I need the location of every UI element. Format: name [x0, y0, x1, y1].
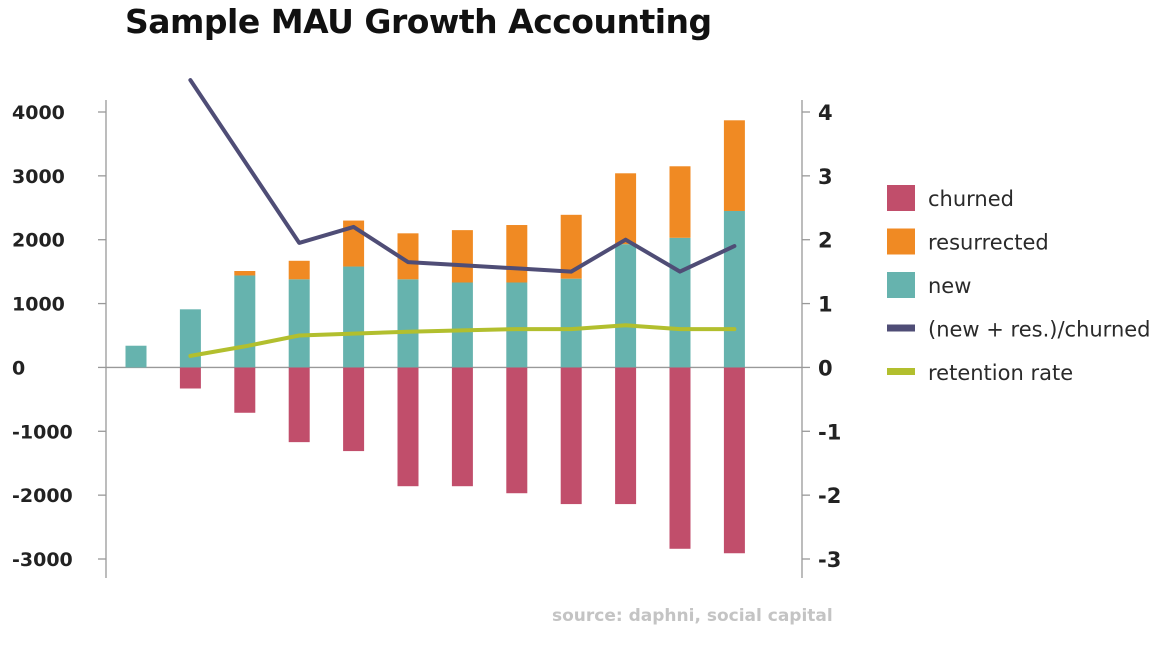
chart-axes: 4000 3000 2000 1000 0 -1000 -2000 -3000 4 3 2 1 0 -1 -…: [12, 100, 841, 578]
left-tick-label: 1000: [12, 294, 65, 316]
bar-new: [288, 279, 310, 368]
right-tick-label: 1: [818, 293, 833, 317]
legend-swatch: [887, 324, 915, 332]
left-tick-label: 4000: [12, 102, 65, 124]
bar-churned: [723, 367, 745, 554]
chart-bars: [125, 120, 745, 554]
legend-swatch: [887, 272, 915, 298]
left-tick-label: -3000: [12, 549, 73, 571]
legend-label: resurrected: [928, 231, 1049, 255]
bar-churned: [560, 367, 582, 505]
right-tick-label: 0: [818, 356, 833, 380]
bar-churned: [615, 367, 637, 505]
right-tick-label: -3: [818, 548, 841, 572]
left-tick-label: 0: [12, 357, 25, 379]
bar-resurrected: [506, 225, 528, 283]
legend-swatch: [887, 368, 915, 375]
right-tick-label: 4: [818, 101, 833, 125]
bar-new: [179, 309, 201, 368]
bar-churned: [343, 367, 365, 452]
bar-new: [669, 237, 691, 368]
chart-lines: [188, 78, 737, 358]
bar-resurrected: [451, 230, 473, 283]
line-ratio: [188, 78, 737, 274]
legend-swatch: [887, 228, 915, 255]
legend-swatch: [887, 185, 915, 211]
bar-new: [615, 244, 637, 368]
left-tick-label: -2000: [12, 485, 73, 507]
bar-resurrected: [560, 214, 582, 279]
legend-label: churned: [928, 187, 1014, 211]
bar-churned: [234, 367, 256, 413]
bar-resurrected: [669, 166, 691, 238]
right-tick-label: 2: [818, 229, 833, 253]
bar-new: [125, 345, 147, 368]
bar-churned: [397, 367, 419, 487]
legend-label: (new + res.)/churned: [928, 318, 1151, 342]
bar-new: [234, 275, 256, 368]
chart-legend: churned resurrected new (new + res.)/churne…: [887, 185, 1151, 385]
bar-churned: [179, 367, 201, 389]
left-tick-label: -1000: [12, 421, 73, 443]
left-tick-label: 2000: [12, 230, 65, 252]
right-tick-label: -1: [818, 420, 841, 444]
right-tick-label: -2: [818, 484, 841, 508]
chart-title: Sample MAU Growth Accounting: [125, 2, 712, 41]
left-tick-label: 3000: [12, 166, 65, 188]
bar-new: [560, 278, 582, 368]
line-retention-rate: [188, 323, 737, 358]
bar-churned: [669, 367, 691, 549]
bar-new: [397, 279, 419, 368]
legend-label: new: [928, 274, 971, 298]
right-tick-label: 3: [818, 165, 833, 189]
legend-label: retention rate: [928, 361, 1073, 385]
bar-churned: [451, 367, 473, 487]
bar-churned: [288, 367, 310, 443]
bar-resurrected: [397, 233, 419, 280]
bar-new: [343, 266, 365, 368]
bar-new: [506, 282, 528, 368]
bar-new: [451, 282, 473, 368]
bar-resurrected: [723, 120, 745, 211]
bar-resurrected: [234, 271, 256, 276]
source-note: source: daphni, social capital: [552, 606, 833, 626]
bar-new: [723, 210, 745, 368]
bar-churned: [506, 367, 528, 494]
bar-resurrected: [615, 173, 637, 245]
bar-resurrected: [288, 260, 310, 280]
